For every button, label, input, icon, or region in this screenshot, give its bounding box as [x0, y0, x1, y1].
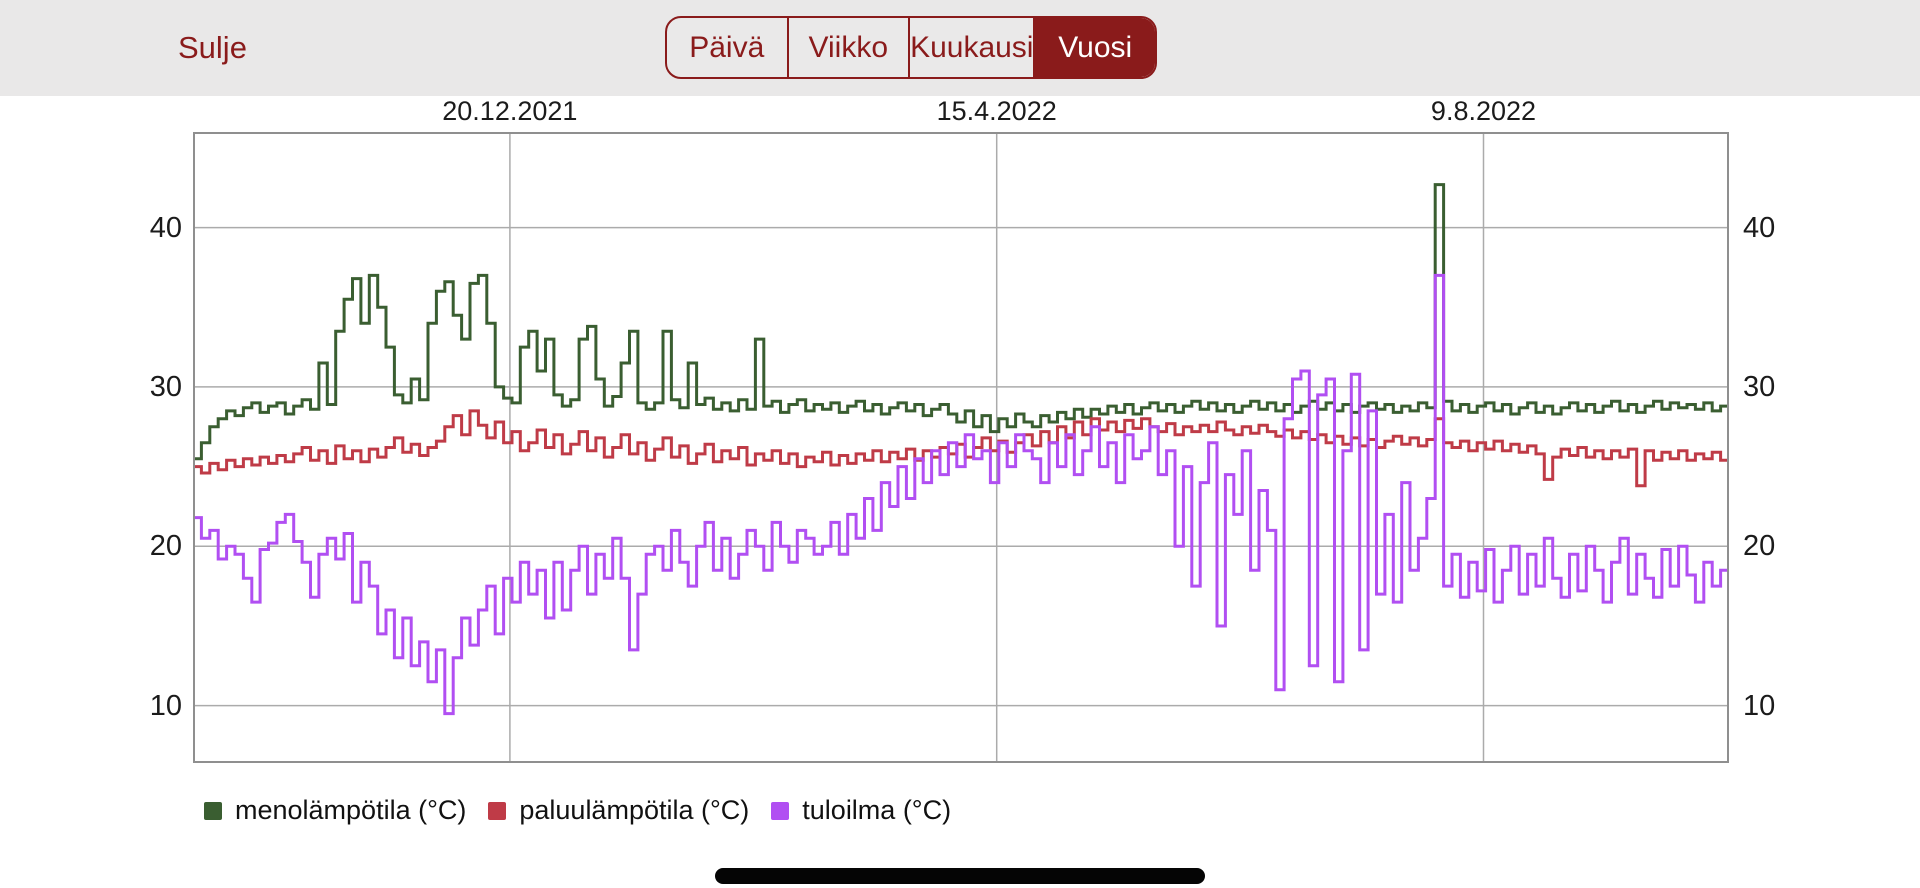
close-button[interactable]: Sulje — [178, 0, 247, 96]
y-axis-tick-label-left: 10 — [149, 689, 182, 722]
segment-kuukausi[interactable]: Kuukausi — [908, 18, 1033, 77]
y-axis-tick-label-left: 40 — [149, 211, 182, 244]
segment-viikko[interactable]: Viikko — [786, 18, 909, 77]
y-axis-tick-label-right: 30 — [1743, 370, 1776, 403]
legend-label: tuloilma (°C) — [802, 795, 952, 825]
legend-swatch — [204, 801, 222, 820]
x-axis-tick-label: 20.12.2021 — [442, 96, 578, 126]
x-axis-tick-label: 9.8.2022 — [1430, 96, 1537, 126]
legend-label: menolämpötila (°C) — [235, 795, 467, 825]
y-axis-tick-label-left: 20 — [149, 530, 182, 563]
home-indicator-bar[interactable] — [715, 868, 1205, 884]
y-axis-tick-label-left: 30 — [149, 370, 182, 403]
segment-vuosi[interactable]: Vuosi — [1033, 18, 1155, 77]
chart-legend: menolämpötila (°C) paluulämpötila (°C) tul… — [204, 795, 951, 826]
legend-item-menolämpötila: menolämpötila (°C) — [204, 795, 466, 826]
x-axis-tick-label: 15.4.2022 — [936, 96, 1057, 126]
legend-item-tuloilma: tuloilma (°C) — [771, 795, 951, 826]
y-axis-tick-label-right: 40 — [1743, 211, 1776, 244]
top-bar: Sulje Päivä Viikko Kuukausi Vuosi — [0, 0, 1920, 96]
plot-border — [193, 132, 1729, 763]
y-axis-tick-label-right: 20 — [1743, 530, 1776, 563]
segment-päivä[interactable]: Päivä — [667, 18, 787, 77]
legend-item-paluulämpötila: paluulämpötila (°C) — [488, 795, 749, 826]
legend-label: paluulämpötila (°C) — [519, 795, 750, 825]
series-line-menolämpötila — [193, 183, 1729, 461]
series-line-tuloilma — [193, 273, 1729, 716]
plot-area — [193, 132, 1729, 763]
legend-swatch — [771, 801, 790, 820]
range-segmented-control: Päivä Viikko Kuukausi Vuosi — [665, 16, 1157, 79]
legend-swatch — [488, 801, 507, 820]
y-axis-tick-label-right: 10 — [1743, 689, 1776, 722]
